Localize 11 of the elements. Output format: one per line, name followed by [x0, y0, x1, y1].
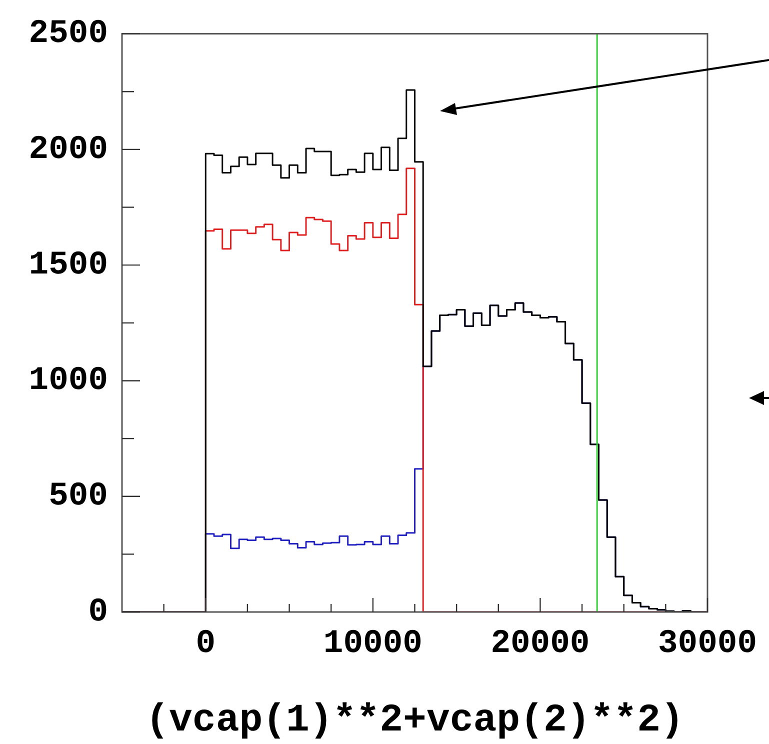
x-tick-label: 30000 — [658, 625, 758, 662]
y-tick-label: 2500 — [28, 15, 108, 52]
x-tick-label: 0 — [196, 625, 216, 662]
x-tick-label: 20000 — [490, 625, 590, 662]
y-tick-label: 500 — [48, 478, 108, 515]
y-tick-label: 1500 — [28, 246, 108, 284]
x-axis-title: (vcap(1)**2+vcap(2)**2) — [146, 698, 684, 742]
y-tick-label: 0 — [88, 593, 108, 630]
y-tick-label: 1000 — [28, 362, 108, 400]
x-tick-label: 10000 — [323, 625, 422, 662]
y-tick-label: 2000 — [28, 130, 108, 168]
